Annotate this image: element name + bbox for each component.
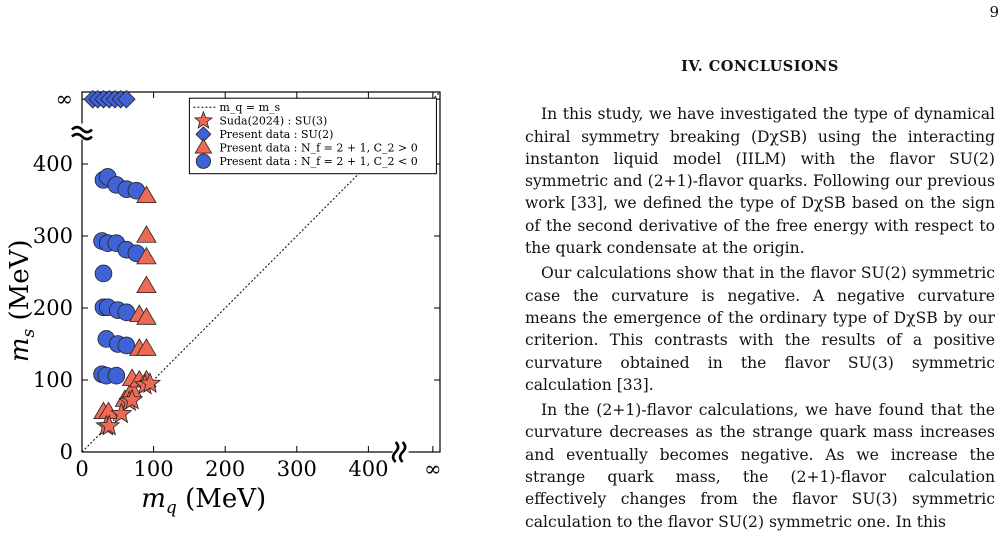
x-tick-label: 300 [277, 457, 317, 481]
legend-circle-swatch [195, 153, 211, 169]
star-point [138, 371, 162, 394]
legend-entry: m_q = m_s [193, 101, 281, 114]
triangle-point [136, 246, 157, 265]
x-axis-break [391, 441, 409, 463]
y-tick-label: 400 [33, 152, 73, 176]
legend-label: m_q = m_s [219, 101, 280, 114]
legend-entry: Present data : N_f = 2 + 1, C_2 > 0 [194, 138, 418, 155]
legend-triangle-swatch [194, 138, 213, 154]
legend-entry: Present data : N_f = 2 + 1, C_2 < 0 [195, 153, 418, 169]
y-tick-label: ∞ [56, 87, 74, 111]
y-axis-label: ms (MeV) [5, 239, 39, 362]
star-point [98, 414, 121, 436]
legend-box [188, 97, 437, 175]
circle-point [94, 264, 113, 283]
series-star [95, 371, 162, 436]
paragraph-1: In this study, we have investigated the … [525, 105, 995, 258]
text-column: IV. CONCLUSIONS In this study, we have i… [525, 56, 995, 536]
legend-entry: Suda(2024) : SU(3) [193, 110, 327, 129]
triangle-point [136, 338, 157, 356]
section-heading: IV. CONCLUSIONS [681, 58, 839, 75]
triangle-point [136, 185, 157, 204]
legend-label: Present data : SU(2) [219, 128, 333, 141]
legend-star-swatch [193, 110, 214, 129]
circle-point [107, 366, 126, 385]
break-wave [71, 125, 93, 134]
y-tick-label: 200 [33, 296, 73, 320]
star-point [121, 388, 144, 410]
paragraph-3: In the (2+1)-flavor calculations, we hav… [525, 401, 995, 531]
x-axis-label: mq (MeV) [141, 484, 266, 518]
series-circle [93, 168, 146, 385]
series-diamond [83, 89, 136, 109]
y-tick-label: 0 [60, 440, 73, 464]
x-tick-label: 200 [205, 457, 245, 481]
legend-label: Suda(2024) : SU(3) [219, 115, 327, 128]
legend-label: Present data : N_f = 2 + 1, C_2 < 0 [219, 155, 417, 168]
star-point [110, 402, 133, 424]
triangle-point [136, 307, 157, 325]
y-tick-label: 100 [33, 368, 73, 392]
break-wave [398, 441, 407, 463]
circle-point [117, 336, 136, 355]
y-tick-label: 300 [33, 224, 73, 248]
y-axis-break [71, 123, 93, 141]
paragraph-2: Our calculations show that in the flavor… [525, 264, 995, 394]
plot-frame [81, 91, 441, 453]
chart-canvas: 0 100 200 300 400 ∞ 0 100 200 300 400 ∞ mq (MeV) ms (… [5, 87, 442, 518]
x-tick-label: 400 [348, 457, 388, 481]
legend-label: Present data : N_f = 2 + 1, C_2 > 0 [219, 142, 417, 155]
legend-entry: Present data : SU(2) [195, 126, 333, 143]
x-tick-label: 100 [134, 457, 174, 481]
page-number: 9 [989, 3, 999, 21]
triangle-point [136, 225, 157, 243]
triangle-point [136, 275, 157, 294]
x-tick-label: ∞ [424, 457, 442, 481]
diamond-point [117, 89, 136, 109]
break-wave [71, 132, 93, 141]
scatter-figure: 0 100 200 300 400 ∞ 0 100 200 300 400 ∞ mq (MeV) ms (… [0, 80, 460, 520]
x-tick-label: 0 [75, 457, 88, 481]
break-wave [391, 441, 400, 463]
